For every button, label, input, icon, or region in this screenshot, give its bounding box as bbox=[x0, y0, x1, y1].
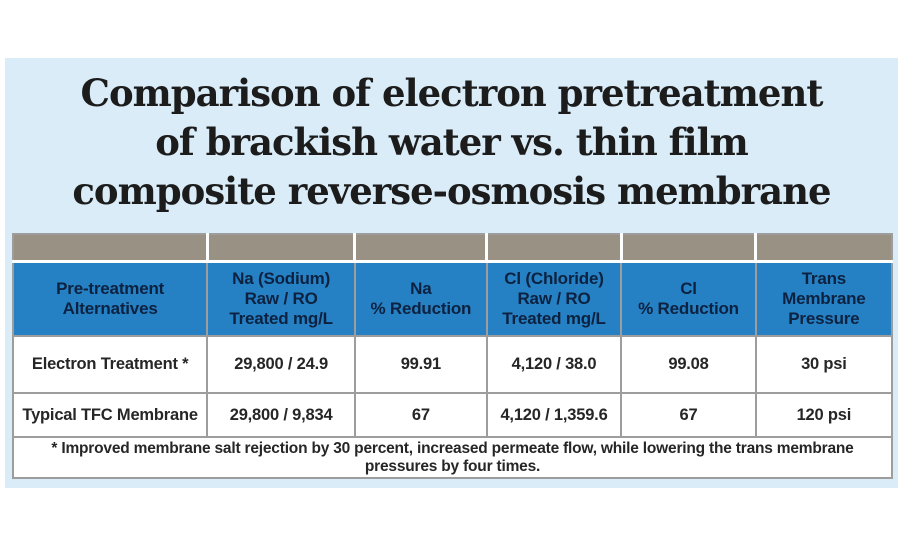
top-band-cell bbox=[11, 233, 208, 263]
comparison-table: Pre-treatment Alternatives Na (Sodium) R… bbox=[11, 233, 894, 479]
table-cell: 29,800 / 24.9 bbox=[206, 335, 356, 394]
table-cell: 4,120 / 38.0 bbox=[485, 335, 623, 394]
table-cell: Electron Treatment * bbox=[11, 335, 209, 394]
table-row-electron-treatment: Electron Treatment * 29,800 / 24.9 99.91… bbox=[11, 335, 894, 394]
table-cell: 29,800 / 9,834 bbox=[206, 392, 356, 438]
column-header-na-reduction: Na % Reduction bbox=[353, 261, 488, 337]
top-band-cell bbox=[485, 233, 622, 263]
table-row-typical-tfc-membrane: Typical TFC Membrane 29,800 / 9,834 67 4… bbox=[11, 392, 894, 438]
table-cell: 120 psi bbox=[754, 392, 894, 438]
top-band-cell bbox=[619, 233, 756, 263]
table-cell: 30 psi bbox=[754, 335, 894, 394]
title-line: of brackish water vs. thin film bbox=[155, 120, 749, 164]
column-header-pretreatment: Pre-treatment Alternatives bbox=[11, 261, 209, 337]
table-cell: 99.08 bbox=[620, 335, 757, 394]
table-top-band bbox=[11, 233, 894, 263]
table-cell: 99.91 bbox=[353, 335, 488, 394]
top-band-cell bbox=[205, 233, 355, 263]
table-header-row: Pre-treatment Alternatives Na (Sodium) R… bbox=[11, 261, 894, 337]
column-header-na-raw-ro: Na (Sodium) Raw / RO Treated mg/L bbox=[206, 261, 356, 337]
column-header-trans-membrane-pressure: Trans Membrane Pressure bbox=[754, 261, 894, 337]
table-cell: 4,120 / 1,359.6 bbox=[485, 392, 623, 438]
table-footnote: * Improved membrane salt rejection by 30… bbox=[12, 436, 893, 479]
table-footnote-row: * Improved membrane salt rejection by 30… bbox=[12, 436, 893, 479]
chart-title: Comparison of electron pretreatment of b… bbox=[5, 58, 898, 216]
top-band-cell bbox=[754, 233, 894, 263]
title-line: Comparison of electron pretreatment bbox=[80, 71, 824, 115]
title-line: composite reverse-osmosis membrane bbox=[72, 169, 831, 213]
column-header-cl-raw-ro: Cl (Chloride) Raw / RO Treated mg/L bbox=[485, 261, 623, 337]
top-band-cell bbox=[353, 233, 487, 263]
table-cell: Typical TFC Membrane bbox=[11, 392, 209, 438]
column-header-cl-reduction: Cl % Reduction bbox=[620, 261, 757, 337]
table-cell: 67 bbox=[353, 392, 488, 438]
table-cell: 67 bbox=[620, 392, 757, 438]
content-panel: Comparison of electron pretreatment of b… bbox=[5, 58, 898, 488]
